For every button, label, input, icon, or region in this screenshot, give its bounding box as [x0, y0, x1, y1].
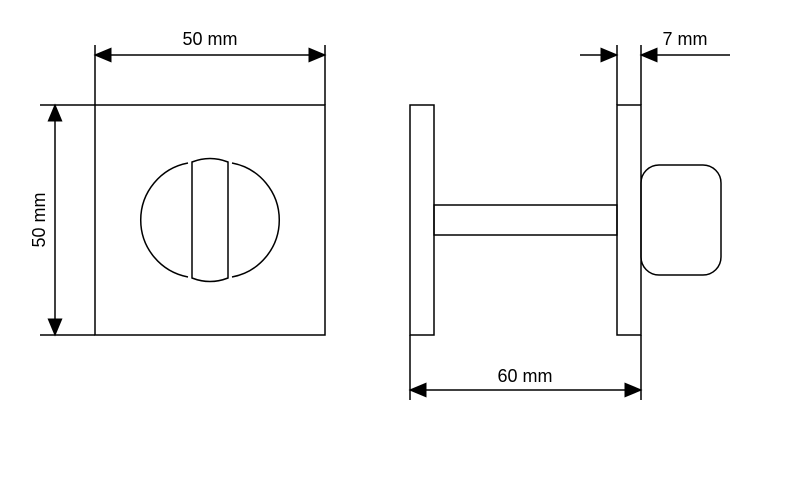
front-plate	[95, 105, 325, 335]
front-knob	[141, 159, 280, 282]
technical-drawing: 50 mm 50 mm 60 mm 7 mm	[0, 0, 800, 500]
dim-label-60mm: 60 mm	[497, 366, 552, 386]
side-profile	[434, 105, 721, 335]
dim-60mm: 60 mm	[410, 335, 641, 400]
dim-label-50mm-width: 50 mm	[182, 29, 237, 49]
dim-label-50mm-height: 50 mm	[29, 192, 49, 247]
dim-50mm-height: 50 mm	[29, 105, 95, 335]
dim-7mm: 7 mm	[580, 29, 730, 105]
dim-label-7mm: 7 mm	[663, 29, 708, 49]
dim-50mm-width: 50 mm	[95, 29, 325, 105]
side-plate-narrow	[410, 105, 434, 335]
